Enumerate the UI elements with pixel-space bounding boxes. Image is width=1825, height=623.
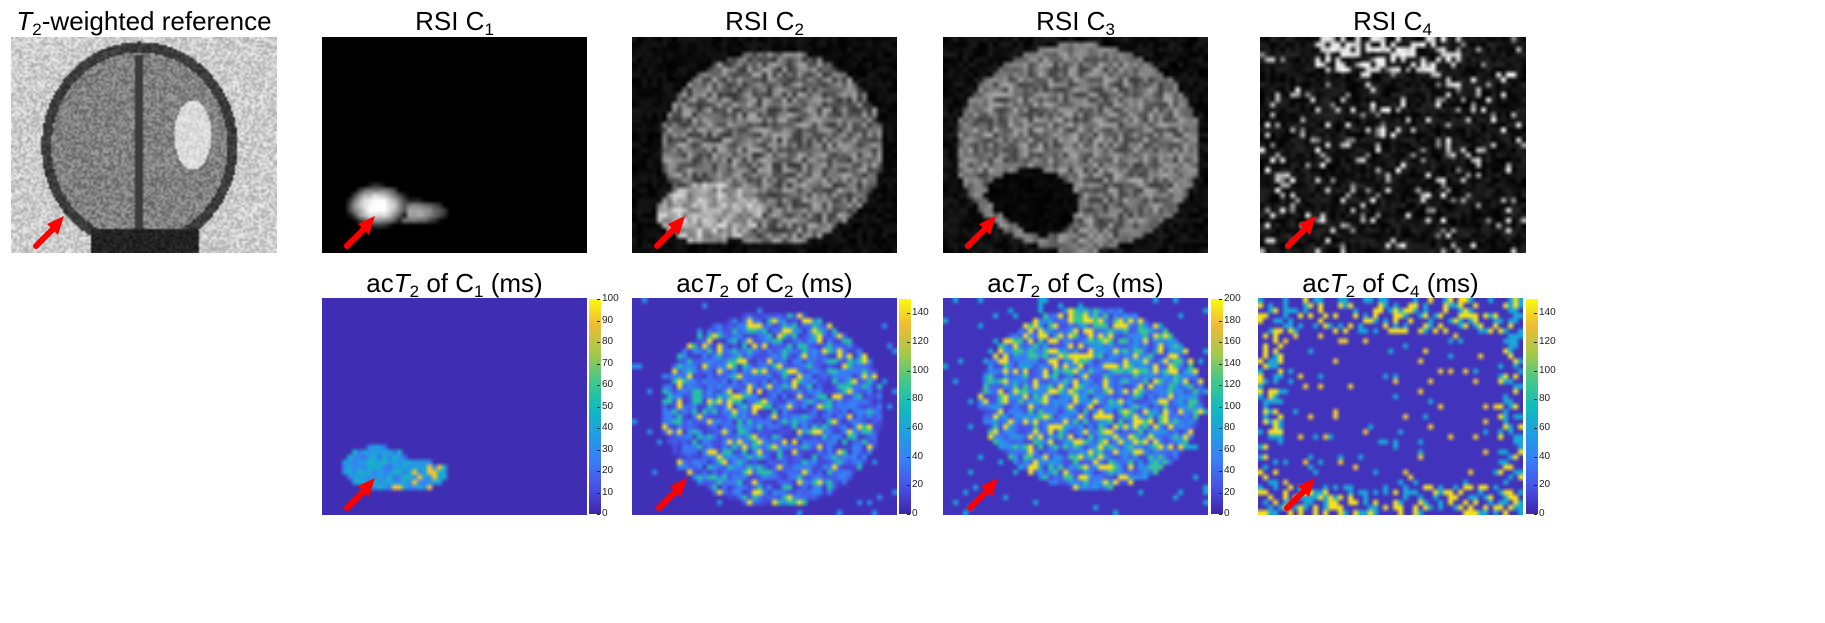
colorbar-tick: 80 (1533, 393, 1551, 405)
colorbar-tick: 60 (906, 422, 924, 433)
colorbar-c2 (899, 299, 911, 514)
colorbar-tick: 120 (1534, 336, 1556, 347)
title-rsi-c1: RSI C1 (415, 6, 494, 39)
title-act2-c1: acT2 of C1 (ms) (366, 268, 543, 301)
title-rsi-c2: RSI C2 (725, 6, 804, 39)
title-rsi-c4: RSI C4 (1353, 6, 1432, 39)
act2-c1-map (322, 298, 587, 515)
rsi-c1-image (322, 37, 587, 253)
colorbar-tick: 60 (1218, 443, 1236, 455)
colorbar-tick: 80 (906, 393, 924, 405)
colorbar-tick: 0 (1219, 508, 1230, 519)
colorbar-tick: 140 (1534, 307, 1556, 319)
colorbar-tick: 0 (907, 508, 918, 519)
colorbar-tick: 120 (1219, 379, 1241, 390)
t2-reference-image (11, 37, 277, 253)
colorbar-tick: 30 (596, 443, 614, 455)
colorbar-tick: 40 (1218, 465, 1236, 476)
colorbar-tick: 200 (1219, 293, 1241, 304)
colorbar-tick: 20 (906, 479, 924, 491)
title-rsi-c3: RSI C3 (1036, 6, 1115, 39)
colorbar-tick: 0 (1534, 508, 1545, 519)
title-act2-c3: acT2 of C3 (ms) (987, 268, 1164, 301)
colorbar-tick: 20 (596, 465, 614, 476)
colorbar-tick: 50 (596, 400, 614, 412)
colorbar-tick: 120 (907, 336, 929, 347)
colorbar-c3 (1211, 299, 1223, 514)
colorbar-tick: 80 (1218, 422, 1236, 433)
act2-c4-map (1258, 298, 1523, 515)
colorbar-tick: 160 (1219, 336, 1241, 347)
colorbar-tick: 140 (1219, 357, 1241, 369)
act2-c3-map (943, 298, 1208, 515)
colorbar-tick: 60 (596, 379, 614, 390)
colorbar-tick: 20 (1218, 486, 1236, 498)
colorbar-tick: 100 (1534, 364, 1556, 376)
title-act2-c2: acT2 of C2 (ms) (676, 268, 853, 301)
colorbar-c4 (1526, 299, 1538, 514)
colorbar-tick: 70 (596, 357, 614, 369)
colorbar-c1 (589, 299, 601, 514)
colorbar-tick: 90 (596, 314, 614, 326)
colorbar-tick: 100 (1219, 400, 1241, 412)
colorbar-tick: 180 (1219, 314, 1241, 326)
colorbar-tick: 80 (596, 336, 614, 347)
rsi-c3-image (943, 37, 1208, 253)
colorbar-tick: 20 (1533, 479, 1551, 491)
title-t2-reference: T2-weighted reference (16, 6, 272, 39)
colorbar-tick: 60 (1533, 422, 1551, 433)
colorbar-tick: 40 (906, 450, 924, 462)
rsi-c4-image (1260, 37, 1526, 253)
colorbar-tick: 10 (596, 486, 614, 498)
rsi-c2-image (632, 37, 897, 253)
colorbar-tick: 40 (1533, 450, 1551, 462)
title-act2-c4: acT2 of C4 (ms) (1302, 268, 1479, 301)
colorbar-tick: 100 (597, 293, 619, 304)
act2-c2-map (632, 298, 897, 515)
colorbar-tick: 100 (907, 364, 929, 376)
colorbar-tick: 0 (597, 508, 608, 519)
colorbar-tick: 40 (596, 422, 614, 433)
colorbar-tick: 140 (907, 307, 929, 319)
